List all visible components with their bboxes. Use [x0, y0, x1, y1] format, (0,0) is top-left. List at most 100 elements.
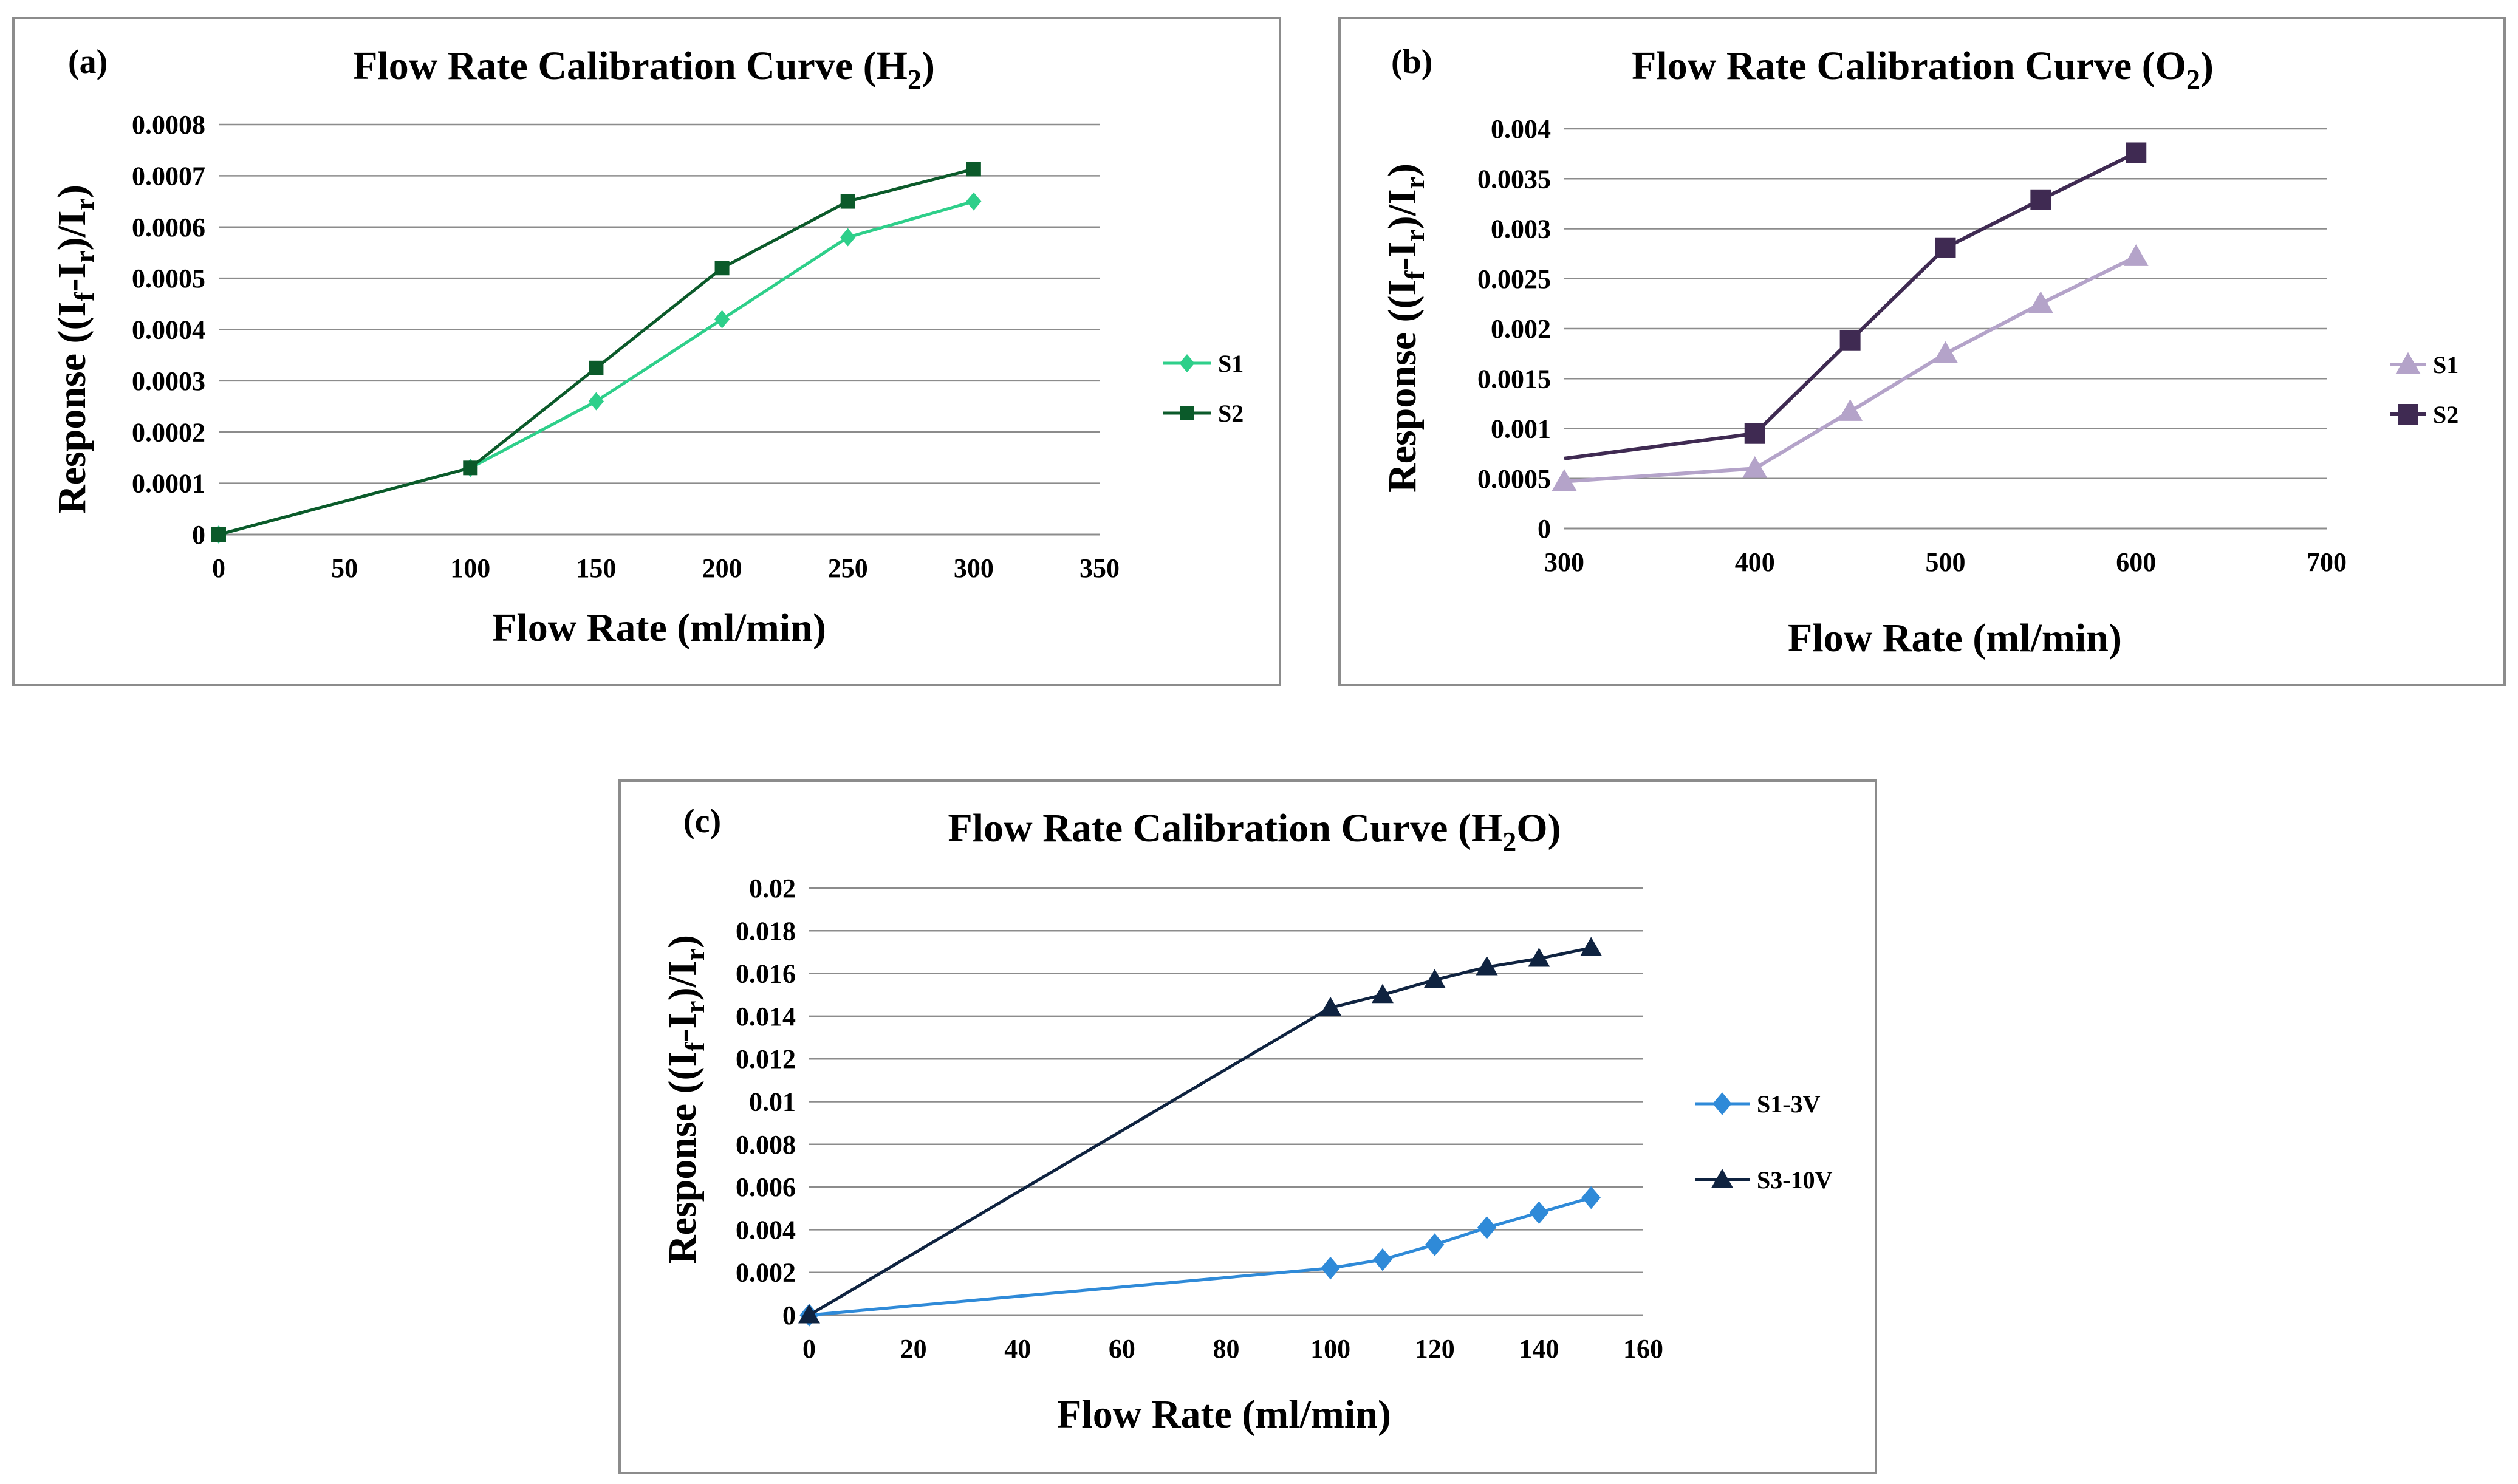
chart-b-ytick-label: 0.002	[1491, 314, 1551, 344]
chart-b-series-S2-point	[2126, 142, 2147, 163]
chart-c-xtick-label: 40	[1004, 1334, 1031, 1364]
chart-c-series-S1-3V-point	[1581, 1186, 1601, 1209]
chart-c-series-S1-3V-point	[1425, 1233, 1445, 1256]
chart-c-series-S3-10V-point	[1528, 947, 1550, 967]
chart-c-frame	[618, 779, 1877, 1474]
chart-c-series-S1-3V-point	[1529, 1201, 1549, 1225]
chart-c-series-S3-10V-point	[1580, 937, 1603, 956]
chart-c-ytick-label: 0.02	[749, 874, 796, 903]
chart-a-ytick-label: 0.0005	[132, 264, 205, 293]
chart-panel-c: (c) Flow Rate Calibration Curve (H2O) Fl…	[618, 779, 1877, 1474]
chart-b-legend-S1-swatch-marker	[2395, 352, 2421, 374]
chart-b-series-S2-point	[1744, 423, 1765, 444]
chart-b-series-S1-point	[1838, 399, 1863, 421]
chart-c-ytick-label: 0.018	[736, 916, 796, 946]
chart-c-series-S3-10V-point	[1319, 996, 1342, 1016]
chart-b-series-S1-point	[1552, 469, 1577, 491]
chart-a-ytick-label: 0	[192, 520, 205, 550]
chart-c-plot-area: 0 0.002 0.004 0.006 0.008 0.01 0.012 0.014 0.016…	[736, 874, 1833, 1364]
chart-a-xtick-label: 300	[954, 553, 994, 583]
chart-b-series-S2-point	[1839, 330, 1861, 351]
chart-c-series-S3-10V-point	[798, 1304, 820, 1324]
chart-c-ytick-label: 0	[782, 1301, 796, 1330]
chart-b-series-S2-line	[1564, 151, 2137, 460]
chart-c-xtick-label: 100	[1310, 1334, 1350, 1364]
chart-b-series-S1-point	[2028, 291, 2053, 313]
chart-c-xtick-label: 60	[1109, 1334, 1135, 1364]
chart-c-ytick-label: 0.01	[749, 1087, 796, 1117]
chart-b-legend-S2-swatch-marker	[2398, 404, 2418, 425]
chart-b-xtick-label: 700	[2307, 547, 2347, 577]
chart-c-ytick-label: 0.006	[736, 1172, 796, 1202]
chart-c-xtick-label: 160	[1623, 1334, 1663, 1364]
chart-c-xlabel: Flow Rate (ml/min)	[1057, 1392, 1391, 1437]
chart-c-xtick-label: 0	[802, 1334, 816, 1364]
chart-panel-a: (a) Flow Rate Calibration Curve (H2) Flo…	[12, 17, 1281, 686]
chart-b-series-S1-point	[1742, 456, 1768, 478]
chart-a-ytick-label: 0.0004	[132, 315, 205, 345]
chart-b-xtick-label: 400	[1735, 547, 1775, 577]
chart-c-xtick-label: 120	[1415, 1334, 1455, 1364]
chart-c-ytick-label: 0.002	[736, 1258, 796, 1288]
chart-a-plot-area: 0 0.0001 0.0002 0.0003 0.0004 0.0005 0.0006 0.0…	[132, 110, 1244, 583]
chart-a-ylabel: Response ((If-Ir)/Ir)	[50, 185, 100, 514]
chart-a-series-S2-point	[840, 194, 855, 209]
chart-a-series-S1-point	[714, 310, 730, 329]
chart-c-ytick-label: 0.008	[736, 1130, 796, 1160]
chart-b-xtick-label: 500	[1926, 547, 1966, 577]
chart-b-xtick-label: 300	[1544, 547, 1584, 577]
chart-a-xtick-label: 0	[212, 553, 225, 583]
chart-a-xtick-label: 150	[576, 553, 616, 583]
chart-b-ytick-label: 0.0015	[1477, 364, 1551, 394]
chart-c-series-S1-3V-point	[1373, 1248, 1392, 1271]
chart-a-xtick-label: 50	[331, 553, 358, 583]
chart-b-panel-label: (b)	[1391, 43, 1432, 81]
chart-a-ytick-label: 0.0002	[132, 417, 205, 447]
chart-b-ytick-label: 0.0025	[1477, 264, 1551, 294]
chart-c-ylabel: Response ((If-Ir)/Ir)	[660, 935, 710, 1264]
chart-b-ylabel: Response ((If-Ir)/Ir)	[1380, 163, 1430, 493]
chart-a-series-S1-point	[588, 392, 604, 411]
chart-c-xtick-label: 20	[900, 1334, 927, 1364]
chart-a-xlabel: Flow Rate (ml/min)	[492, 606, 826, 650]
chart-a-legend-S2-swatch-marker	[1180, 406, 1194, 420]
chart-b-ytick-label: 0.0005	[1477, 464, 1551, 494]
chart-c-series-S1-3V-point	[1321, 1256, 1340, 1280]
chart-c-panel-label: (c)	[683, 802, 721, 840]
chart-b-legend-S1-label: S1	[2433, 351, 2458, 378]
chart-b-ytick-label: 0.004	[1491, 114, 1551, 144]
chart-b-xlabel: Flow Rate (ml/min)	[1788, 616, 2122, 660]
chart-c-legend-S3-10V-label: S3-10V	[1757, 1166, 1833, 1194]
chart-b-ytick-label: 0	[1538, 514, 1551, 544]
chart-c-ytick-label: 0.004	[736, 1215, 796, 1245]
chart-c-legend-S1-3V-label: S1-3V	[1757, 1090, 1821, 1118]
chart-a-series-S1-point	[840, 228, 856, 247]
chart-a-xtick-label: 250	[828, 553, 868, 583]
chart-a-series-S2-line	[218, 167, 974, 536]
chart-a-xtick-label: 200	[702, 553, 742, 583]
chart-c-xtick-label: 80	[1213, 1334, 1240, 1364]
chart-b-title: Flow Rate Calibration Curve (O2)	[1632, 44, 2214, 95]
chart-c-series-S3-10V-point	[1371, 983, 1394, 1004]
chart-a-series-S2-point	[211, 527, 226, 542]
chart-a-series-S1-point	[966, 192, 982, 211]
chart-b-series-S2-point	[1935, 237, 1956, 258]
chart-a-series-S2-point	[589, 360, 604, 375]
chart-a-ytick-label: 0.0008	[132, 110, 205, 140]
chart-a-ytick-label: 0.0003	[132, 366, 205, 396]
chart-b-ytick-label: 0.001	[1491, 414, 1551, 444]
chart-c-ytick-label: 0.014	[736, 1002, 796, 1031]
chart-c-xtick-label: 140	[1519, 1334, 1559, 1364]
chart-a-xtick-label: 100	[450, 553, 490, 583]
chart-a-legend-S1-swatch-marker	[1179, 354, 1195, 372]
chart-a-title: Flow Rate Calibration Curve (H2)	[353, 44, 935, 95]
chart-b-legend-S2-label: S2	[2433, 401, 2458, 428]
chart-a-series-S2-point	[463, 460, 478, 476]
chart-c-title: Flow Rate Calibration Curve (H2O)	[948, 806, 1561, 857]
chart-b-series-S2-point	[2030, 189, 2051, 210]
chart-b-series-S1-point	[1933, 341, 1958, 363]
chart-c-series-S1-3V-point	[1477, 1216, 1497, 1239]
chart-a-panel-label: (a)	[68, 43, 108, 81]
chart-a-frame	[12, 17, 1281, 686]
